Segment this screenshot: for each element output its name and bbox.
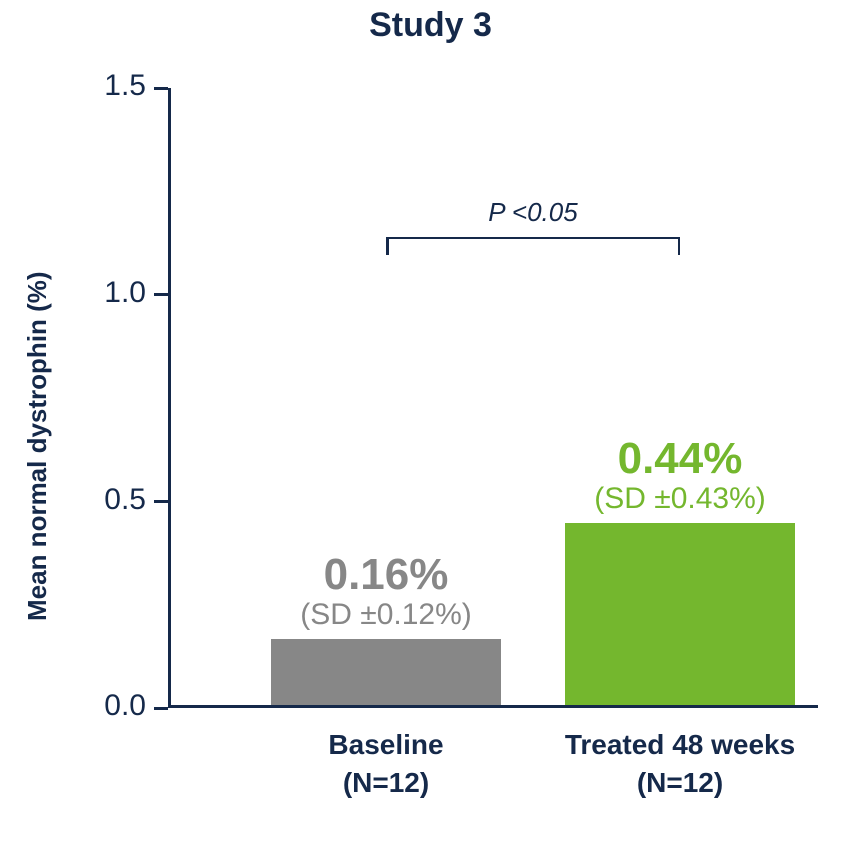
y-tick bbox=[154, 87, 168, 90]
y-tick-label: 0.0 bbox=[76, 689, 146, 723]
plot-area: 0.00.51.01.5 (SD ±0.12%)0.16%(SD ±0.43%)… bbox=[168, 88, 818, 708]
sd-label: (SD ±0.12%) bbox=[236, 598, 536, 632]
sd-label: (SD ±0.43%) bbox=[530, 482, 830, 516]
category-label: Baseline(N=12) bbox=[226, 726, 546, 802]
y-tick bbox=[154, 707, 168, 710]
y-tick bbox=[154, 500, 168, 503]
y-tick-label: 0.5 bbox=[76, 483, 146, 517]
significance-bracket bbox=[386, 237, 680, 239]
y-axis-label: Mean normal dystrophin (%) bbox=[22, 272, 53, 622]
x-axis-line bbox=[168, 705, 818, 708]
category-label: Treated 48 weeks(N=12) bbox=[520, 726, 840, 802]
value-label: 0.44% bbox=[530, 434, 830, 484]
p-value-label: P <0.05 bbox=[433, 197, 633, 228]
value-label: 0.16% bbox=[236, 550, 536, 600]
chart-container: Study 3 Mean normal dystrophin (%) 0.00.… bbox=[0, 0, 861, 864]
bar bbox=[271, 639, 501, 705]
bar bbox=[565, 523, 795, 705]
y-axis-line bbox=[168, 88, 171, 708]
y-tick-label: 1.5 bbox=[76, 69, 146, 103]
y-tick bbox=[154, 293, 168, 296]
y-tick-label: 1.0 bbox=[76, 276, 146, 310]
chart-title: Study 3 bbox=[0, 6, 861, 45]
